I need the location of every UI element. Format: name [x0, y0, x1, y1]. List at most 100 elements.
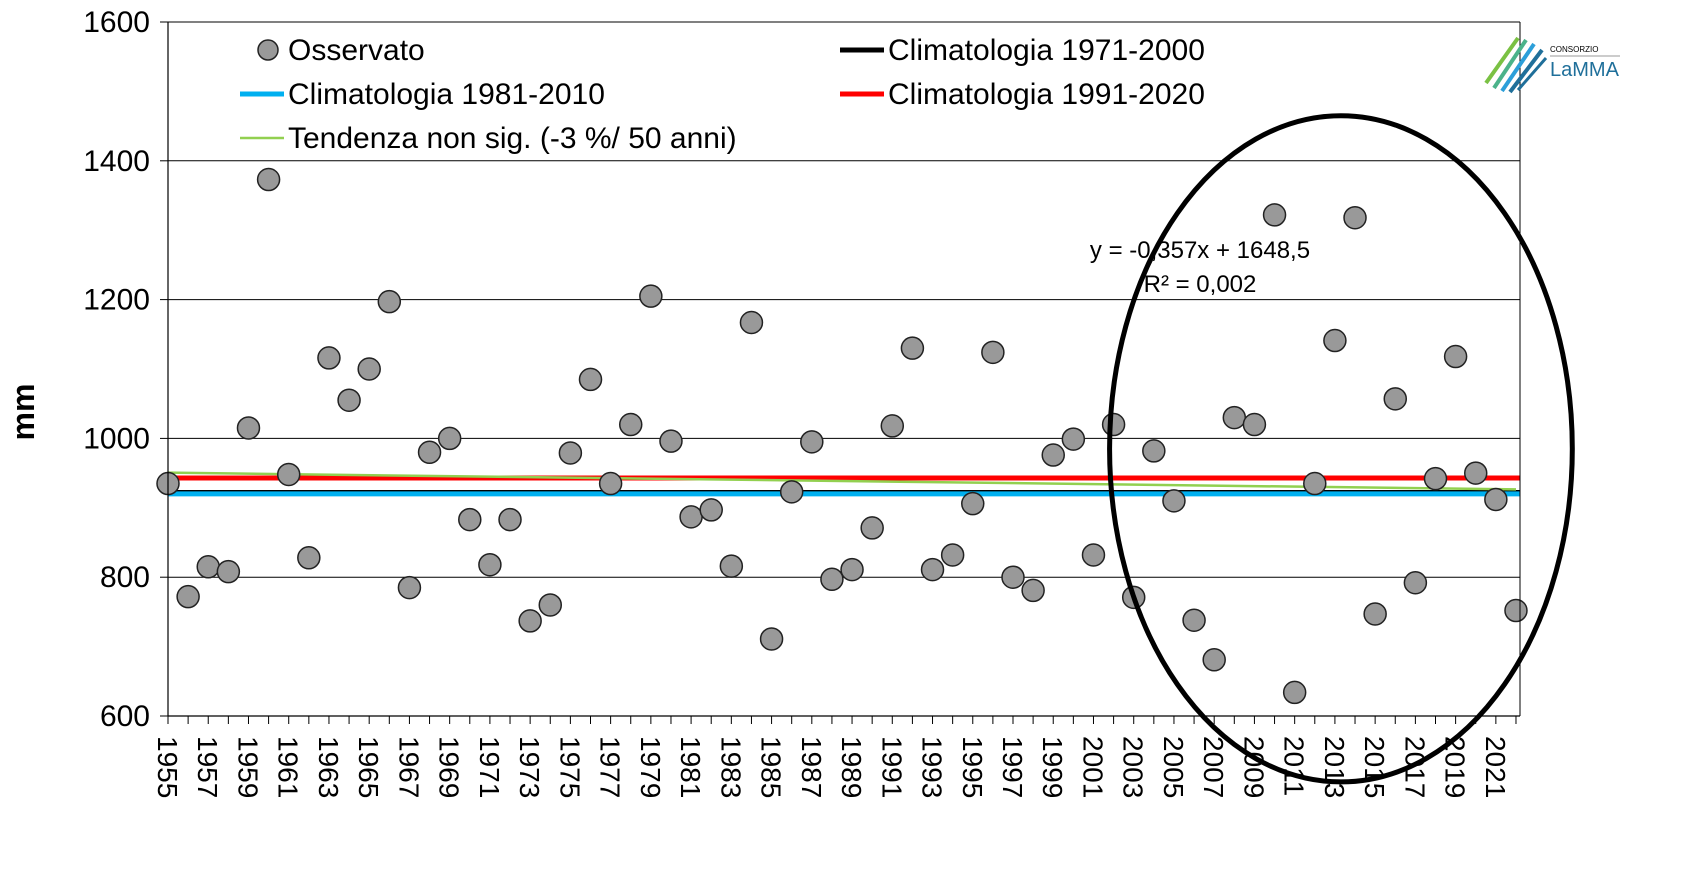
data-point	[1484, 487, 1508, 512]
y-tick-label: 1000	[83, 422, 150, 455]
x-tick-label: 2003	[1118, 736, 1149, 798]
data-point	[1021, 578, 1045, 603]
x-tick-label: 1957	[192, 736, 223, 798]
legend-entry: Osservato	[257, 34, 425, 67]
data-point	[840, 557, 864, 582]
data-point	[920, 557, 945, 582]
data-point	[1142, 439, 1166, 463]
y-tick-label: 600	[100, 700, 150, 733]
data-point	[1504, 598, 1528, 623]
data-point	[1202, 648, 1226, 672]
data-point	[1443, 344, 1468, 369]
x-tick-label: 1963	[313, 736, 344, 798]
data-point	[900, 336, 925, 360]
data-point	[458, 507, 482, 532]
data-point	[1262, 203, 1287, 227]
y-tick-label: 1400	[83, 145, 150, 178]
data-point	[1101, 412, 1126, 437]
x-tick-label: 1959	[232, 736, 263, 798]
x-tick-label: 1965	[353, 736, 384, 798]
data-point	[236, 416, 261, 440]
data-point	[417, 440, 442, 465]
data-point	[1423, 466, 1448, 491]
observed-points	[156, 167, 1528, 705]
data-point	[679, 505, 703, 529]
x-tick-label: 1993	[917, 736, 948, 798]
data-point	[276, 462, 301, 487]
x-tick-label: 2011	[1279, 736, 1310, 796]
data-point	[297, 546, 321, 570]
data-point	[1463, 461, 1488, 485]
x-tick-label: 2001	[1077, 736, 1108, 798]
highlight-ellipse	[1107, 113, 1575, 785]
x-tick-label: 1979	[635, 736, 666, 798]
x-tick-label: 1997	[997, 736, 1028, 798]
x-tick-label: 1955	[152, 736, 183, 798]
data-point	[1323, 328, 1347, 353]
data-point	[437, 426, 462, 451]
x-tick-label: 1961	[273, 736, 304, 798]
y-axis-label: mm	[5, 384, 41, 441]
regression-equation: y = -0,357x + 1648,5	[1090, 237, 1310, 264]
data-point	[1081, 543, 1106, 567]
legend-entry: Climatologia 1971-2000	[840, 34, 1205, 67]
x-tick-label: 1991	[876, 736, 907, 798]
data-point	[256, 167, 281, 192]
logo-name: LaMMA	[1550, 59, 1620, 81]
data-point	[1222, 405, 1247, 430]
climatology-lines	[167, 471, 1520, 497]
y-tick-label: 1600	[83, 6, 150, 39]
data-point	[1282, 680, 1307, 705]
data-point	[1242, 412, 1267, 437]
data-point	[1363, 602, 1387, 626]
data-point	[880, 414, 905, 438]
data-point	[1061, 427, 1086, 451]
data-point	[981, 340, 1005, 365]
x-tick-label: 1999	[1037, 736, 1068, 798]
legend-label: Climatologia 1991-2020	[888, 78, 1205, 111]
data-point	[216, 559, 241, 584]
data-point	[498, 507, 522, 532]
data-point	[1182, 608, 1206, 632]
data-point	[578, 367, 603, 392]
legend-entry: Climatologia 1981-2010	[240, 78, 605, 111]
x-tick-label: 1989	[836, 736, 867, 798]
x-tick-label: 1981	[675, 736, 706, 798]
legend-label: Climatologia 1971-2000	[888, 34, 1205, 67]
legend: Osservato Climatologia 1971-2000 Climatolo…	[240, 34, 1205, 155]
x-tick-label: 2007	[1198, 736, 1229, 798]
x-tick-label: 2021	[1480, 736, 1511, 798]
x-tick-label: 1985	[756, 736, 787, 798]
data-point	[961, 491, 985, 516]
x-tick-label: 2009	[1238, 736, 1269, 798]
data-point	[518, 609, 542, 633]
data-point	[1303, 471, 1327, 496]
x-tick-label: 1969	[434, 736, 465, 798]
data-point	[1343, 205, 1367, 230]
data-point	[719, 554, 744, 578]
data-point	[1403, 571, 1428, 595]
data-point	[196, 555, 220, 579]
data-point	[659, 429, 683, 453]
highlight-ellipse-shape	[1107, 113, 1575, 785]
legend-label: Tendenza non sig. (-3 %/ 50 anni)	[288, 122, 737, 155]
legend-marker	[257, 39, 279, 61]
data-point	[800, 430, 824, 454]
data-point	[618, 412, 643, 437]
lamma-logo-icon	[1484, 36, 1548, 94]
data-point	[699, 498, 723, 522]
data-point	[639, 284, 663, 308]
x-tick-label: 2013	[1319, 736, 1350, 798]
legend-entry: Climatologia 1991-2020	[840, 78, 1205, 111]
x-tick-label: 1973	[514, 736, 545, 798]
data-point	[176, 584, 200, 609]
data-point	[1383, 387, 1408, 411]
trend-line	[167, 471, 1516, 491]
legend-entry: Tendenza non sig. (-3 %/ 50 anni)	[240, 122, 737, 155]
data-point	[357, 357, 381, 381]
data-point	[1162, 489, 1186, 513]
x-tick-label: 1971	[474, 736, 505, 798]
y-tick-label: 1200	[83, 284, 150, 317]
y-tick-label: 800	[100, 561, 150, 594]
